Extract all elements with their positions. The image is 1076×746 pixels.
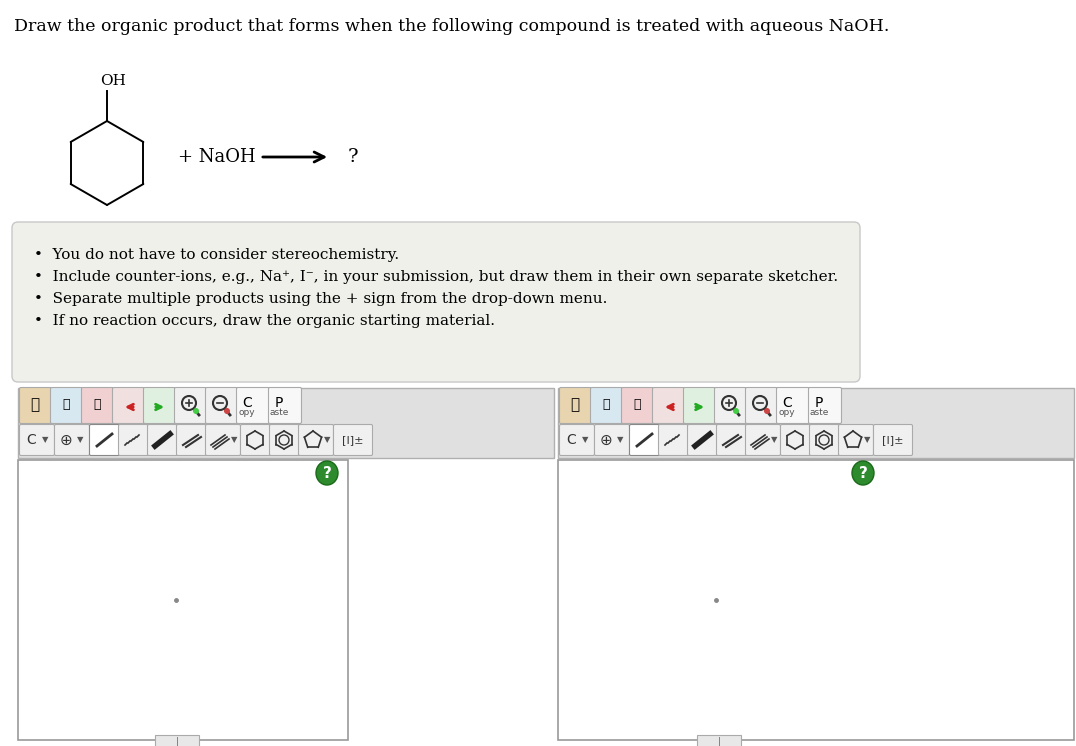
Text: ?: ?: [859, 466, 867, 480]
FancyBboxPatch shape: [560, 424, 595, 456]
FancyBboxPatch shape: [652, 387, 684, 424]
Circle shape: [764, 408, 770, 414]
Text: ▼: ▼: [864, 436, 870, 445]
FancyBboxPatch shape: [19, 387, 52, 424]
Text: ▼: ▼: [770, 436, 777, 445]
FancyBboxPatch shape: [113, 387, 144, 424]
FancyBboxPatch shape: [717, 424, 747, 456]
FancyBboxPatch shape: [560, 387, 592, 424]
Text: [I]±: [I]±: [342, 435, 364, 445]
Text: 🧪: 🧪: [62, 398, 70, 412]
FancyBboxPatch shape: [174, 387, 207, 424]
Text: ▼: ▼: [230, 436, 237, 445]
FancyBboxPatch shape: [237, 387, 269, 424]
FancyBboxPatch shape: [147, 424, 178, 456]
FancyBboxPatch shape: [176, 424, 207, 456]
FancyBboxPatch shape: [659, 424, 689, 456]
FancyBboxPatch shape: [206, 387, 238, 424]
Ellipse shape: [316, 461, 338, 485]
Text: C: C: [566, 433, 576, 447]
FancyBboxPatch shape: [688, 424, 718, 456]
Circle shape: [193, 408, 199, 414]
Bar: [18, 388, 554, 458]
FancyBboxPatch shape: [746, 387, 778, 424]
FancyBboxPatch shape: [143, 387, 175, 424]
Text: ▼: ▼: [582, 436, 589, 445]
FancyBboxPatch shape: [118, 424, 148, 456]
Bar: [18, 460, 348, 740]
Text: •  You do not have to consider stereochemistry.: • You do not have to consider stereochem…: [34, 248, 399, 262]
Text: ✋: ✋: [30, 398, 40, 413]
Text: ▼: ▼: [617, 436, 623, 445]
Text: opy: opy: [779, 408, 795, 417]
Text: ?: ?: [323, 466, 331, 480]
FancyBboxPatch shape: [838, 424, 874, 456]
Text: ✋: ✋: [570, 398, 580, 413]
FancyBboxPatch shape: [809, 424, 839, 456]
Text: P: P: [815, 396, 823, 410]
Circle shape: [733, 408, 739, 414]
FancyBboxPatch shape: [746, 424, 780, 456]
FancyBboxPatch shape: [714, 387, 747, 424]
Text: |: |: [718, 737, 721, 746]
Text: •  Include counter-ions, e.g., Na⁺, I⁻, in your submission, but draw them in the: • Include counter-ions, e.g., Na⁺, I⁻, i…: [34, 270, 838, 284]
FancyBboxPatch shape: [269, 387, 301, 424]
Text: ▼: ▼: [76, 436, 83, 445]
Text: C: C: [26, 433, 36, 447]
Text: aste: aste: [809, 408, 829, 417]
FancyBboxPatch shape: [241, 424, 270, 456]
FancyBboxPatch shape: [89, 424, 119, 456]
Bar: [155, 735, 199, 746]
FancyBboxPatch shape: [19, 424, 55, 456]
FancyBboxPatch shape: [622, 387, 653, 424]
Bar: [697, 735, 741, 746]
Text: 🩹: 🩹: [634, 398, 640, 412]
FancyBboxPatch shape: [683, 387, 716, 424]
Text: 🩹: 🩹: [94, 398, 101, 412]
FancyBboxPatch shape: [780, 424, 810, 456]
Text: aste: aste: [269, 408, 288, 417]
Text: [I]±: [I]±: [882, 435, 904, 445]
Text: ▼: ▼: [42, 436, 48, 445]
Bar: [558, 460, 1074, 740]
FancyBboxPatch shape: [334, 424, 372, 456]
FancyBboxPatch shape: [874, 424, 912, 456]
Text: 🧪: 🧪: [603, 398, 610, 412]
Text: C: C: [242, 396, 252, 410]
FancyBboxPatch shape: [51, 387, 83, 424]
FancyBboxPatch shape: [269, 424, 299, 456]
Ellipse shape: [852, 461, 874, 485]
FancyBboxPatch shape: [12, 222, 860, 382]
FancyBboxPatch shape: [55, 424, 89, 456]
Text: |: |: [175, 737, 179, 746]
Text: ⊕: ⊕: [59, 433, 72, 448]
Text: ⊕: ⊕: [599, 433, 612, 448]
FancyBboxPatch shape: [808, 387, 841, 424]
Text: ▼: ▼: [324, 436, 330, 445]
Text: opy: opy: [239, 408, 255, 417]
Text: + NaOH: + NaOH: [178, 148, 256, 166]
Text: ?: ?: [348, 148, 358, 166]
FancyBboxPatch shape: [629, 424, 660, 456]
FancyBboxPatch shape: [82, 387, 113, 424]
Circle shape: [224, 408, 230, 414]
Text: OH: OH: [100, 74, 126, 88]
Text: P: P: [274, 396, 283, 410]
FancyBboxPatch shape: [595, 424, 629, 456]
FancyBboxPatch shape: [777, 387, 809, 424]
Text: Draw the organic product that forms when the following compound is treated with : Draw the organic product that forms when…: [14, 18, 890, 35]
Text: •  Separate multiple products using the + sign from the drop-down menu.: • Separate multiple products using the +…: [34, 292, 607, 306]
Text: C: C: [782, 396, 792, 410]
Text: •  If no reaction occurs, draw the organic starting material.: • If no reaction occurs, draw the organi…: [34, 314, 495, 328]
FancyBboxPatch shape: [591, 387, 623, 424]
Bar: [558, 388, 1074, 458]
FancyBboxPatch shape: [298, 424, 334, 456]
FancyBboxPatch shape: [206, 424, 241, 456]
